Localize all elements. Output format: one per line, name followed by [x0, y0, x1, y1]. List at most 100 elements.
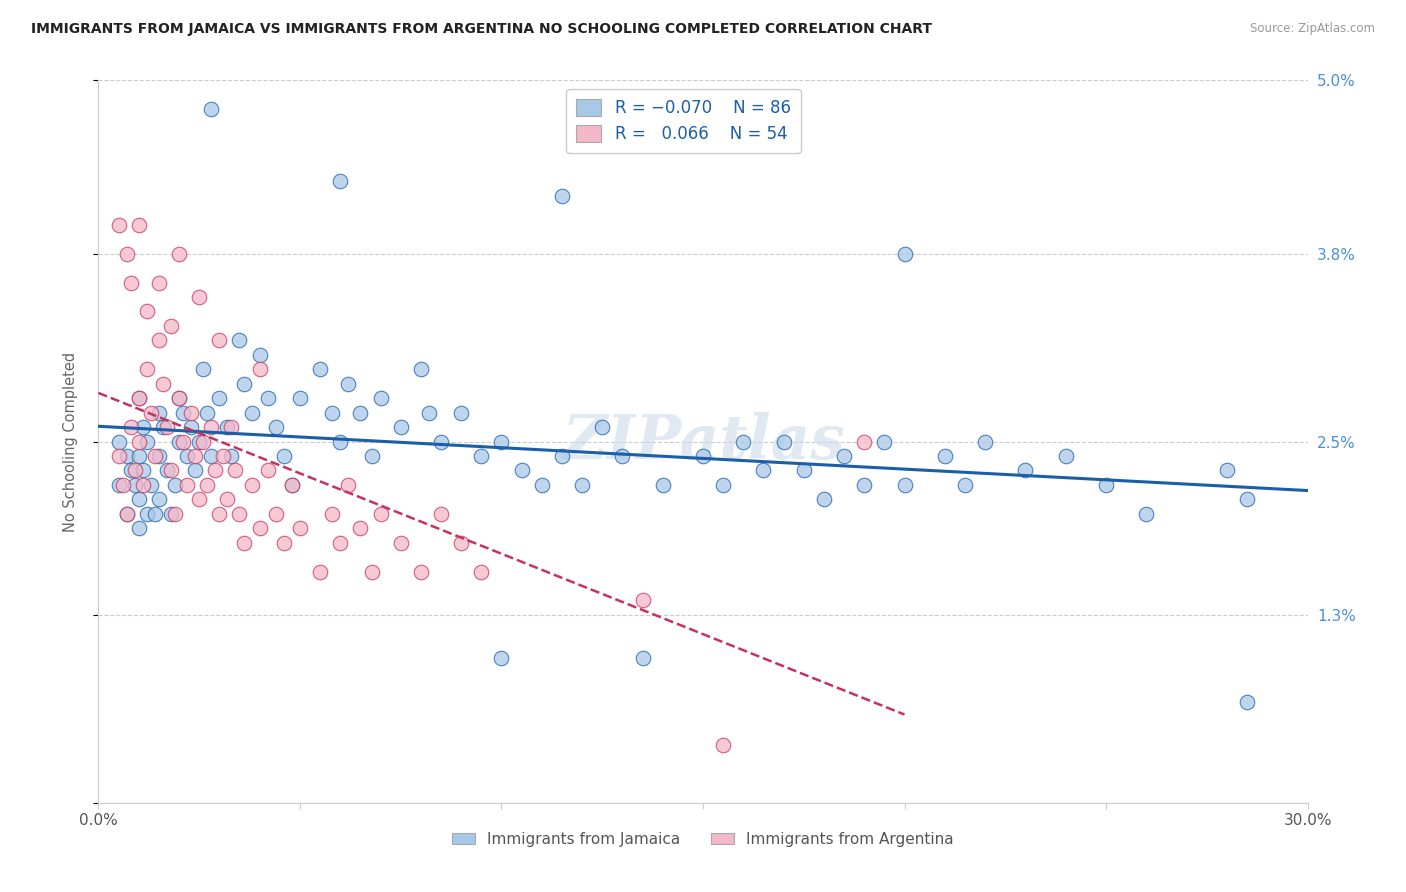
- Point: [530, 478, 553, 492]
- Point: [135, 362, 157, 376]
- Point: [160, 507, 183, 521]
- Point: [217, 420, 239, 434]
- Point: [752, 463, 775, 477]
- Point: [160, 318, 183, 333]
- Point: [184, 449, 207, 463]
- Point: [631, 593, 654, 607]
- Point: [873, 434, 896, 449]
- Point: [321, 406, 343, 420]
- Point: [115, 507, 138, 521]
- Point: [148, 334, 170, 348]
- Point: [1236, 695, 1258, 709]
- Point: [232, 376, 254, 391]
- Point: [612, 449, 634, 463]
- Point: [470, 449, 492, 463]
- Point: [288, 521, 311, 535]
- Point: [1014, 463, 1036, 477]
- Point: [370, 391, 392, 405]
- Point: [853, 478, 876, 492]
- Point: [470, 565, 492, 579]
- Point: [264, 420, 287, 434]
- Point: [128, 391, 150, 405]
- Point: [591, 420, 613, 434]
- Point: [120, 420, 142, 434]
- Point: [128, 492, 150, 507]
- Point: [167, 246, 190, 260]
- Point: [337, 478, 360, 492]
- Point: [124, 463, 146, 477]
- Point: [361, 565, 384, 579]
- Point: [249, 348, 271, 362]
- Point: [188, 290, 211, 304]
- Point: [163, 507, 186, 521]
- Point: [132, 478, 155, 492]
- Point: [184, 463, 207, 477]
- Point: [249, 521, 271, 535]
- Point: [156, 420, 179, 434]
- Point: [288, 391, 311, 405]
- Point: [163, 478, 186, 492]
- Text: Source: ZipAtlas.com: Source: ZipAtlas.com: [1250, 22, 1375, 36]
- Point: [1054, 449, 1077, 463]
- Point: [152, 376, 174, 391]
- Point: [793, 463, 815, 477]
- Point: [143, 449, 166, 463]
- Point: [200, 102, 222, 116]
- Legend: Immigrants from Jamaica, Immigrants from Argentina: Immigrants from Jamaica, Immigrants from…: [446, 826, 960, 853]
- Point: [200, 449, 222, 463]
- Point: [128, 391, 150, 405]
- Point: [711, 738, 734, 752]
- Point: [264, 507, 287, 521]
- Point: [148, 449, 170, 463]
- Point: [107, 434, 129, 449]
- Point: [329, 434, 352, 449]
- Point: [329, 174, 352, 188]
- Point: [853, 434, 876, 449]
- Point: [156, 463, 179, 477]
- Point: [1236, 492, 1258, 507]
- Point: [193, 362, 215, 376]
- Point: [208, 391, 231, 405]
- Point: [148, 406, 170, 420]
- Point: [176, 449, 198, 463]
- Point: [273, 449, 295, 463]
- Point: [180, 420, 202, 434]
- Point: [124, 478, 146, 492]
- Point: [934, 449, 956, 463]
- Point: [337, 376, 360, 391]
- Y-axis label: No Schooling Completed: No Schooling Completed: [63, 351, 77, 532]
- Point: [208, 334, 231, 348]
- Point: [128, 449, 150, 463]
- Point: [551, 449, 574, 463]
- Point: [135, 507, 157, 521]
- Point: [510, 463, 533, 477]
- Point: [132, 463, 155, 477]
- Point: [813, 492, 835, 507]
- Point: [228, 507, 250, 521]
- Point: [172, 434, 194, 449]
- Point: [107, 449, 129, 463]
- Point: [430, 434, 453, 449]
- Point: [221, 420, 243, 434]
- Point: [148, 276, 170, 290]
- Point: [409, 565, 432, 579]
- Point: [256, 391, 278, 405]
- Point: [193, 434, 215, 449]
- Point: [273, 535, 295, 549]
- Point: [224, 463, 246, 477]
- Point: [893, 478, 915, 492]
- Point: [349, 521, 371, 535]
- Point: [309, 362, 332, 376]
- Point: [832, 449, 855, 463]
- Point: [176, 478, 198, 492]
- Point: [115, 246, 138, 260]
- Point: [228, 334, 250, 348]
- Point: [195, 406, 218, 420]
- Point: [733, 434, 755, 449]
- Text: IMMIGRANTS FROM JAMAICA VS IMMIGRANTS FROM ARGENTINA NO SCHOOLING COMPLETED CORR: IMMIGRANTS FROM JAMAICA VS IMMIGRANTS FR…: [31, 22, 932, 37]
- Point: [491, 651, 513, 665]
- Point: [349, 406, 371, 420]
- Point: [551, 189, 574, 203]
- Point: [200, 420, 222, 434]
- Point: [128, 434, 150, 449]
